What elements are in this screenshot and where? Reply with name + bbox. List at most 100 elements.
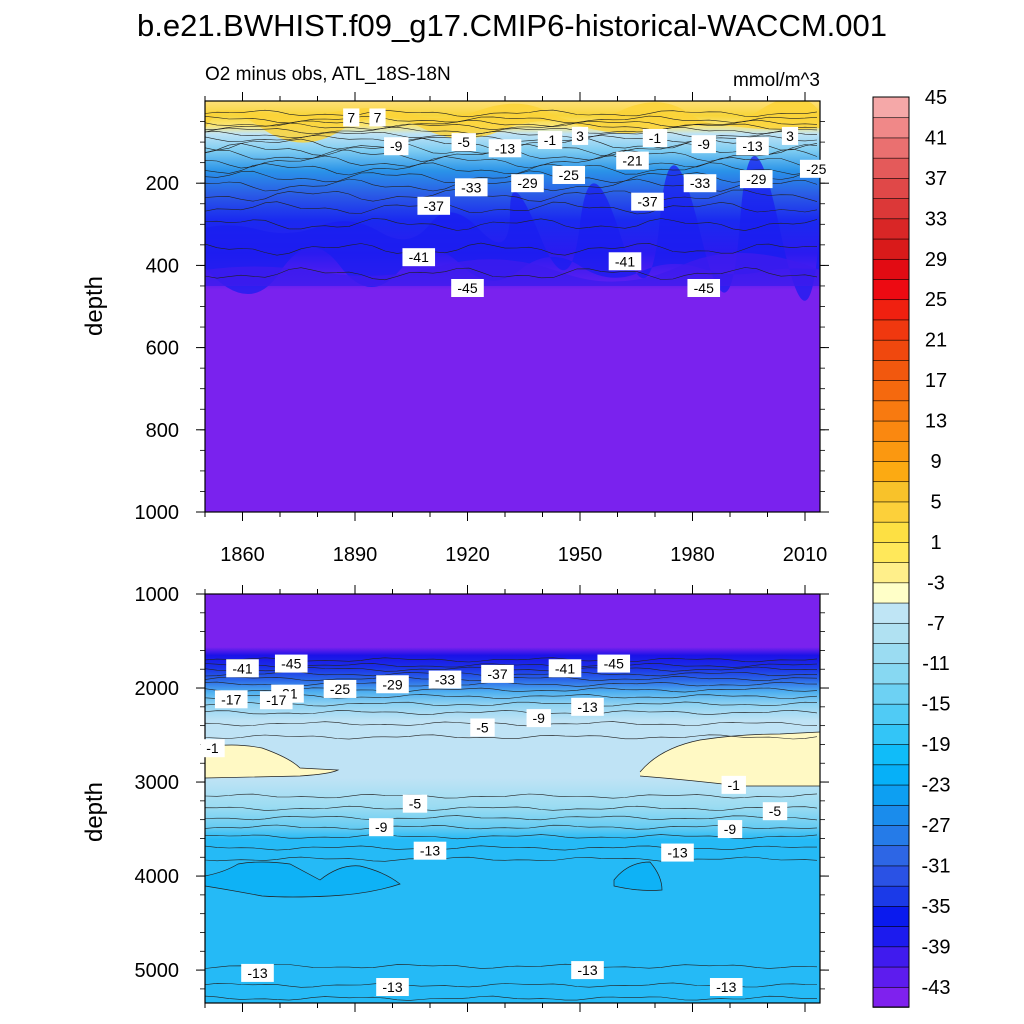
upper-contour-label-box	[451, 133, 476, 152]
lower-yellow-pocket-right	[640, 732, 820, 786]
upper-contour-label-text: -13	[742, 138, 762, 154]
colorbar-swatch	[872, 501, 910, 523]
colorbar-swatch	[872, 238, 910, 260]
lower-contour-line	[205, 824, 818, 830]
upper-contour-label-text: -33	[461, 179, 481, 195]
upper-contour-label: -33	[454, 178, 488, 197]
upper-contour-label-text: -9	[698, 136, 711, 152]
lower-contour-label-box	[717, 820, 743, 839]
units-label: mmol/m^3	[733, 70, 820, 91]
colorbar-tick-label: 29	[925, 249, 947, 271]
lower-contour-label-text: -13	[577, 962, 597, 978]
lower-contour-label: -41	[226, 659, 259, 678]
colorbar-swatch	[872, 177, 910, 199]
figure-title: b.e21.BWHIST.f09_g17.CMIP6-historical-WA…	[137, 8, 887, 43]
colorbar-swatch	[872, 278, 910, 301]
lower-contour-label: -13	[241, 963, 274, 982]
upper-contour-label: -25	[799, 159, 833, 178]
lower-contour-label-box	[526, 709, 551, 728]
upper-contour-label: 7	[369, 108, 386, 127]
lower-contour-label-box	[323, 679, 357, 698]
lower-contour-label: -5	[402, 794, 428, 813]
upper-contour-label-text: -33	[690, 175, 710, 191]
lower-contour-label-box	[571, 697, 604, 716]
upper-contour-label-text: -5	[458, 134, 471, 150]
lower-contour-line	[205, 856, 818, 862]
upper-contour-line	[205, 155, 818, 169]
colorbar-swatch	[872, 582, 910, 604]
upper-y-axis-title: depth	[81, 276, 108, 336]
colorbar-swatch	[872, 480, 910, 503]
colorbar-swatch	[872, 764, 910, 786]
upper-contour-label-text: -37	[637, 194, 657, 210]
upper-contour-label-text: -21	[622, 153, 642, 169]
upper-contour-line	[205, 162, 818, 176]
lower-contour-line	[639, 731, 820, 773]
lower-y-tick-label: 5000	[135, 960, 180, 982]
lower-contour-label-box	[200, 739, 225, 758]
lower-contour-label-text: -13	[247, 965, 267, 981]
lower-contour-line	[205, 744, 340, 779]
upper-contour-label-box	[537, 131, 563, 150]
lower-contour-label-text: -13	[667, 845, 687, 861]
upper-contour-label-text: -25	[806, 161, 826, 177]
lower-contour-label: -41	[548, 659, 582, 678]
upper-y-tick-label: 400	[146, 255, 179, 277]
colorbar-tick-label: -43	[922, 977, 951, 999]
colorbar-swatch	[872, 844, 910, 867]
lower-contour-label-box	[548, 659, 582, 678]
upper-contour-label-text: -29	[517, 175, 537, 191]
upper-contour-line	[205, 122, 818, 131]
lower-contour-labels: -41-45-37-41-45-33-29-25-21-17-17-13-9-5…	[200, 654, 788, 997]
upper-contour-label-text: -37	[424, 198, 444, 214]
colorbar-tick-label: 17	[925, 370, 947, 392]
upper-contour-label: -41	[402, 248, 436, 267]
colorbar-tick-label: 21	[925, 330, 947, 352]
colorbar-swatch	[872, 865, 910, 887]
upper-contour-label: -41	[608, 252, 642, 271]
lower-contour-label-text: -25	[330, 681, 350, 697]
lower-contour-label: -13	[413, 841, 447, 860]
colorbar-swatch	[872, 197, 910, 220]
lower-contour-label-box	[376, 978, 409, 997]
colorbar-swatch	[872, 622, 910, 644]
lower-contour-label-box	[597, 654, 631, 673]
upper-contour-label-box	[736, 137, 769, 156]
lower-contour-label-text: -45	[281, 656, 301, 672]
colorbar-swatch	[872, 440, 910, 462]
lower-contour-label: -5	[762, 802, 788, 821]
lower-contour-label-box	[721, 775, 746, 794]
lower-contour-label-box	[428, 670, 462, 689]
lower-contour-label-box	[481, 664, 514, 683]
upper-contour-label-text: -45	[457, 280, 477, 296]
colorbar-swatch	[872, 116, 910, 139]
upper-contour-line	[205, 109, 818, 118]
lower-contour-label-box	[661, 843, 694, 862]
upper-contour-label-box	[683, 174, 717, 193]
lower-contour-label-text: -13	[577, 699, 597, 715]
lower-contour-line	[205, 805, 818, 811]
upper-contour-line	[205, 267, 818, 281]
upper-y-tick-label: 1000	[135, 502, 180, 524]
colorbar-swatch	[872, 137, 910, 159]
lower-contour-label-text: -41	[232, 660, 252, 676]
lower-contour-line	[613, 861, 663, 891]
colorbar-tick-label: -35	[922, 896, 951, 918]
lower-contour-line	[205, 721, 818, 727]
upper-contour-label: 3	[781, 126, 799, 145]
upper-contour-line	[205, 201, 818, 215]
upper-contour-label: -1	[642, 128, 668, 147]
colorbar: -43-39-35-31-27-23-19-15-11-7-3159131721…	[872, 87, 951, 1008]
colorbar-tick-label: -31	[922, 855, 951, 877]
colorbar-swatch	[872, 925, 910, 948]
upper-contour-label-box	[451, 279, 484, 298]
upper-x-tick-label: 1890	[333, 544, 378, 566]
upper-contour-label-box	[616, 151, 649, 170]
upper-contour-label-box	[488, 139, 522, 158]
lower-contour-label-text: -37	[487, 666, 507, 682]
upper-contour-label-text: 3	[576, 128, 584, 144]
upper-x-tick-label: 1920	[445, 544, 490, 566]
colorbar-swatch	[872, 298, 910, 321]
lower-axes: 1000 2000 3000 4000 5000	[135, 584, 829, 1012]
